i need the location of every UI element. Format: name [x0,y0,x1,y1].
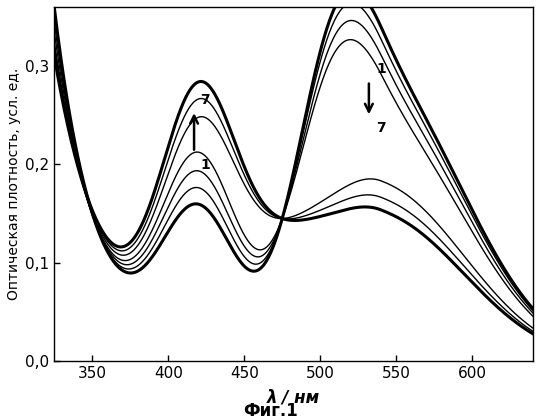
Text: 7: 7 [200,93,210,108]
Text: Фиг.1: Фиг.1 [242,402,298,420]
Y-axis label: Оптическая плотность, усл. ед.: Оптическая плотность, усл. ед. [7,68,21,300]
Text: 7: 7 [376,121,386,135]
Text: 1: 1 [376,62,386,76]
Text: 1: 1 [200,158,210,173]
X-axis label: λ / нм: λ / нм [267,388,320,406]
